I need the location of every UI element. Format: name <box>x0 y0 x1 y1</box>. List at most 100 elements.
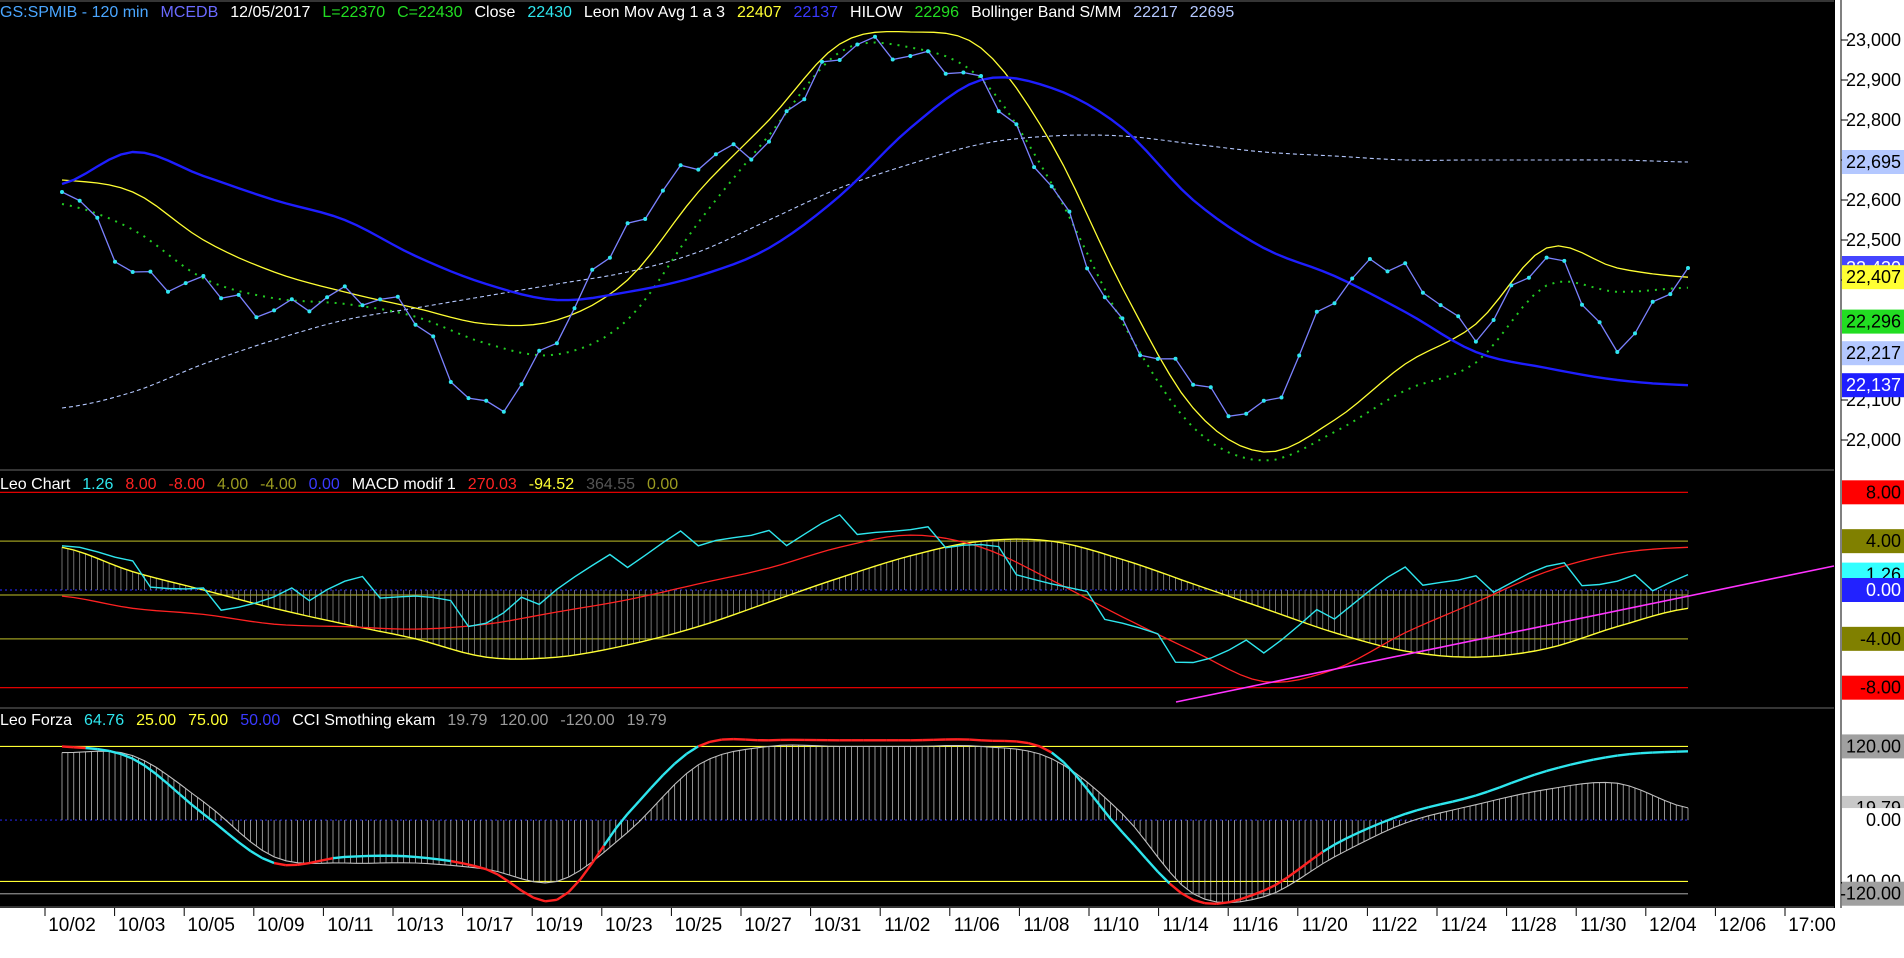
price-axis[interactable] <box>1835 0 1904 930</box>
time-tick-label: 10/13 <box>396 915 444 936</box>
close-point <box>1173 356 1178 361</box>
time-tick-label: 11/24 <box>1441 915 1488 936</box>
time-tick-label: 10/09 <box>257 915 305 936</box>
close-point <box>77 198 82 203</box>
time-tick-label: 10/25 <box>675 915 723 936</box>
time-tick-label: 11/10 <box>1093 915 1139 936</box>
close-point <box>1297 353 1302 358</box>
leo-forza-segment <box>73 746 86 750</box>
axis-marker-box <box>1842 808 1904 833</box>
header-item: L=22370 <box>322 4 385 21</box>
leo-forza-segment <box>309 859 322 865</box>
time-tick-label: 10/02 <box>48 915 96 936</box>
close-point <box>289 297 294 302</box>
moving-average-3-path <box>61 76 1689 387</box>
leo-forza-line <box>61 737 1689 906</box>
header-item: 4.00 <box>217 476 248 493</box>
time-tick-label: 11/14 <box>1163 915 1210 936</box>
close-point <box>1155 356 1160 361</box>
header-item: -4.00 <box>260 476 297 493</box>
close-point <box>484 398 489 403</box>
leo-forza-segment <box>673 752 688 765</box>
axis-marker-box <box>1842 675 1904 700</box>
leo-forza-segment <box>1168 882 1183 895</box>
price-tick-label: 22,800 <box>1846 110 1901 130</box>
leo-forza-segment <box>1109 818 1124 834</box>
axis-marker-label: 4.00 <box>1866 531 1901 551</box>
header-item: 19.79 <box>447 712 487 729</box>
leo-forza-segment <box>1381 817 1394 824</box>
header-item: Leo Chart <box>0 476 71 493</box>
close-point <box>855 42 860 47</box>
close-point <box>1226 414 1231 419</box>
leo-forza-segment <box>1510 777 1524 785</box>
axis-marker-label: 8.00 <box>1866 482 1901 502</box>
close-point <box>802 97 807 102</box>
price-tick-label: 22,500 <box>1846 230 1901 250</box>
leo-forza-segment <box>1428 803 1441 809</box>
close-point <box>307 309 312 314</box>
moving-average-yellow-line <box>61 30 1689 453</box>
cci-smoothing-path <box>61 744 1689 904</box>
axis-marker-label: -120.00 <box>1840 884 1901 904</box>
axis-marker-label: 22,296 <box>1846 312 1901 332</box>
leo-forza-segment <box>662 762 676 777</box>
leo-forza-segment <box>614 813 629 830</box>
leo-forza-segment <box>1357 826 1371 834</box>
close-point <box>660 188 665 193</box>
leo-forza-segment <box>143 764 157 776</box>
axis-marker-box <box>1842 626 1904 651</box>
price-tick-label: 22,000 <box>1846 430 1901 450</box>
close-point <box>166 289 170 294</box>
close-point <box>113 259 117 264</box>
leo-forza-segment <box>214 822 228 834</box>
close-point <box>236 292 241 297</box>
time-tick-label: 11/22 <box>1371 915 1417 936</box>
header-item: Leon Mov Avg 1 a 3 <box>584 4 725 21</box>
header-item: 1.26 <box>82 476 113 493</box>
header-item: HILOW <box>850 4 903 21</box>
close-point <box>607 255 612 260</box>
close-point <box>572 306 577 311</box>
leo-forza-segment <box>85 746 98 751</box>
close-point <box>1049 184 1054 189</box>
leo-forza-segment <box>1345 831 1359 840</box>
header-item: 0.00 <box>647 476 678 493</box>
leo-forza-segment <box>1487 786 1500 793</box>
leo-forza-segment <box>132 757 146 767</box>
time-axis[interactable] <box>0 908 1904 958</box>
leo-forza-segment <box>1628 752 1641 756</box>
close-point <box>1208 385 1213 390</box>
time-tick-label: 11/08 <box>1023 915 1069 936</box>
close-point <box>625 221 630 226</box>
leo-forza-segment <box>1016 740 1029 745</box>
macd-trendline[interactable] <box>1175 565 1835 703</box>
leo-forza-segment <box>61 745 74 749</box>
bollinger-path <box>61 134 1689 409</box>
leo-forza-segment <box>1499 781 1512 789</box>
header-item: MCEDB <box>161 4 219 21</box>
time-tick-label: 10/05 <box>187 915 235 936</box>
leo-forza-segment <box>1251 889 1265 897</box>
close-point <box>254 315 259 320</box>
header-item: 364.55 <box>586 476 635 493</box>
close-point <box>1138 353 1143 358</box>
close-point <box>1261 398 1266 403</box>
bollinger-band-line <box>61 134 1689 409</box>
header-item: 22217 <box>1133 4 1178 21</box>
leo-forza-segment <box>1463 794 1477 800</box>
axis-marker-box <box>1842 309 1904 334</box>
header-item: 64.76 <box>84 712 124 729</box>
close-point <box>378 297 383 302</box>
leo-forza-segment <box>1156 870 1171 885</box>
time-tick-label: 10/11 <box>327 915 373 936</box>
macd-panel-header: Leo Chart 1.26 8.00 -8.00 4.00 -4.00 0.00 MACD … <box>0 476 678 493</box>
leo-forza-segment <box>1416 805 1430 812</box>
leo-forza-segment <box>650 774 664 789</box>
close-point <box>1279 395 1284 400</box>
leo-forza-segment <box>1050 751 1065 764</box>
time-tick-label: 10/31 <box>814 915 862 936</box>
leo-forza-segment <box>969 738 982 742</box>
